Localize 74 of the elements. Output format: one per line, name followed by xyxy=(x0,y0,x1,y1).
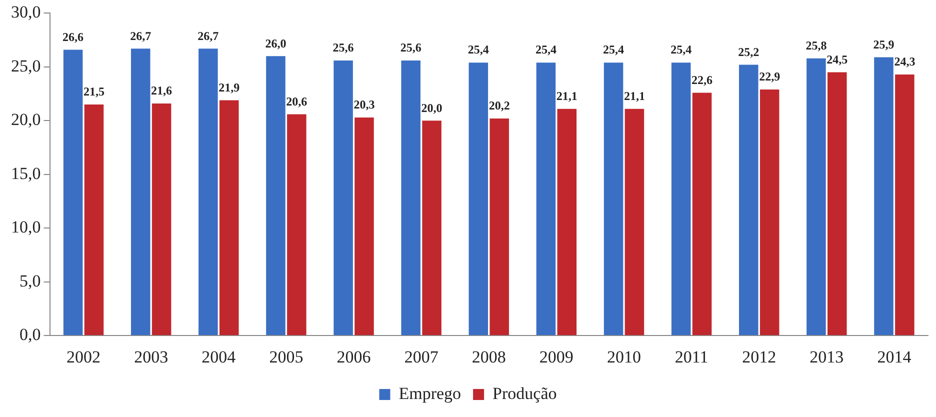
y-tick-label: 20,0 xyxy=(11,110,41,130)
x-tick-label: 2008 xyxy=(472,347,506,366)
bar xyxy=(198,48,218,336)
data-label: 21,1 xyxy=(556,88,578,103)
x-tick-label: 2009 xyxy=(539,347,574,366)
data-label: 21,6 xyxy=(151,84,172,98)
data-label: 20,2 xyxy=(488,98,510,113)
bar xyxy=(422,120,442,336)
data-label: 25,4 xyxy=(535,42,556,57)
x-tick-label: 2010 xyxy=(606,347,641,366)
data-label: 21,9 xyxy=(218,80,240,94)
bar xyxy=(806,58,826,336)
y-tick-label: 5,0 xyxy=(20,271,41,290)
data-label: 26,7 xyxy=(130,28,152,43)
bar xyxy=(219,100,239,336)
data-label: 26,7 xyxy=(198,28,219,43)
data-label: 26,6 xyxy=(62,30,84,44)
bar xyxy=(739,64,758,336)
y-tick-label: 10,0 xyxy=(11,218,41,237)
legend-label: Emprego xyxy=(398,384,462,403)
bar xyxy=(604,62,624,336)
data-label: 25,4 xyxy=(670,42,692,57)
y-tick-label: 15,0 xyxy=(11,164,41,183)
bar xyxy=(536,62,556,336)
bar xyxy=(692,92,712,336)
bar xyxy=(490,118,509,336)
data-label: 25,4 xyxy=(468,42,489,57)
y-tick-label: 25,0 xyxy=(11,56,41,76)
data-label: 25,2 xyxy=(738,44,760,59)
data-label: 22,6 xyxy=(692,72,713,87)
x-tick-label: 2002 xyxy=(66,347,101,366)
x-tick-label: 2005 xyxy=(269,347,304,366)
bar xyxy=(334,60,353,336)
y-tick-label: 30,0 xyxy=(11,2,41,22)
bar xyxy=(401,60,420,336)
bar xyxy=(828,72,847,336)
data-label: 25,6 xyxy=(332,40,354,55)
x-tick-label: 2004 xyxy=(202,347,236,366)
bar xyxy=(266,56,286,336)
bar xyxy=(671,62,691,336)
x-tick-label: 2007 xyxy=(404,347,439,366)
x-tick-label: 2014 xyxy=(877,347,912,366)
bar xyxy=(895,74,914,336)
bar xyxy=(874,57,894,336)
data-label: 21,1 xyxy=(624,88,645,103)
x-tick-label: 2003 xyxy=(134,347,168,366)
bar xyxy=(287,114,306,336)
data-label: 24,5 xyxy=(826,52,848,66)
data-label: 20,0 xyxy=(421,100,442,115)
bar xyxy=(760,90,780,336)
bar xyxy=(84,104,104,336)
x-tick-label: 2006 xyxy=(336,347,371,366)
data-label: 25,6 xyxy=(400,40,422,55)
y-tick-label: 0,0 xyxy=(20,325,41,344)
bar xyxy=(63,50,83,336)
x-tick-label: 2011 xyxy=(674,347,708,366)
x-tick-label: 2012 xyxy=(742,347,776,366)
bar xyxy=(624,108,644,336)
bar xyxy=(468,62,488,336)
x-tick-label: 2013 xyxy=(810,347,844,366)
bar xyxy=(354,117,374,336)
data-label: 25,9 xyxy=(873,37,894,52)
data-label: 25,8 xyxy=(806,38,827,52)
data-label: 20,3 xyxy=(354,98,375,112)
legend-label: Produção xyxy=(492,384,557,403)
bar xyxy=(557,108,577,336)
data-label: 21,5 xyxy=(84,84,104,99)
data-label: 26,0 xyxy=(265,36,286,50)
data-label: 24,3 xyxy=(894,54,916,69)
bar xyxy=(152,103,172,336)
data-label: 20,6 xyxy=(286,94,308,108)
data-label: 22,9 xyxy=(759,70,780,84)
data-label: 25,4 xyxy=(603,42,624,57)
bar xyxy=(130,48,150,336)
